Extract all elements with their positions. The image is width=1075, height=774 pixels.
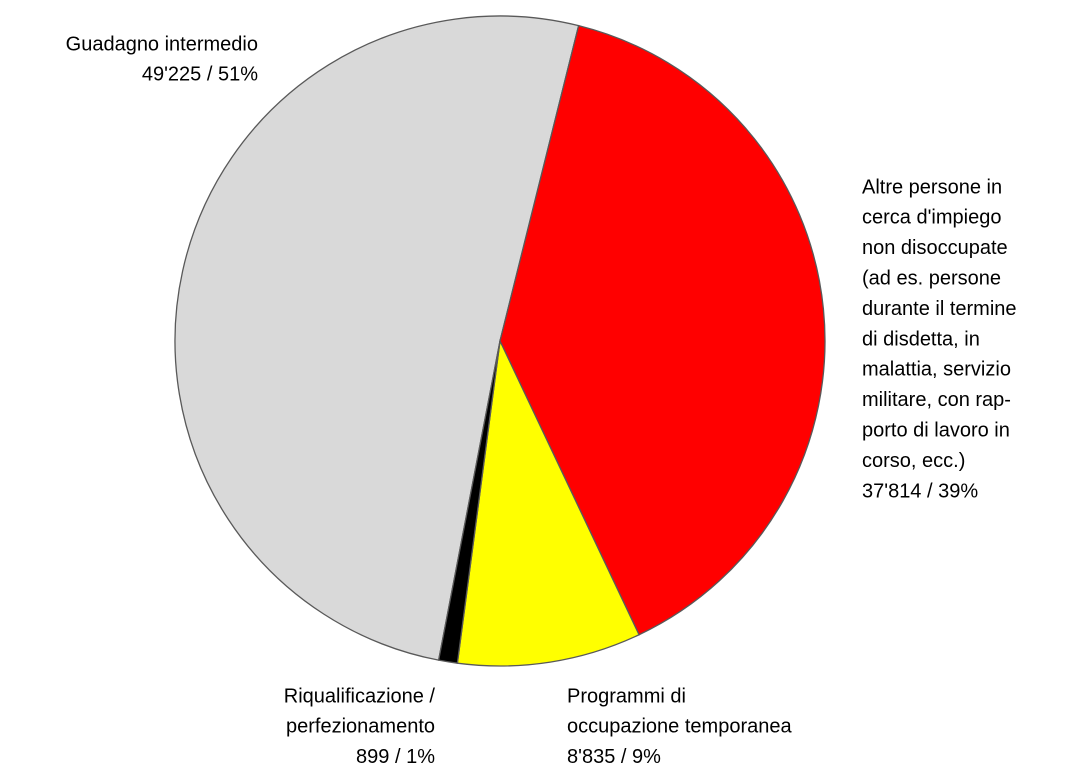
value-label: 37'814 / 39% (862, 480, 978, 502)
slice-label: (ad es. persone (862, 267, 1001, 289)
slice-label: Riqualificazione / (284, 685, 436, 707)
slice-label: Guadagno intermedio (66, 33, 258, 55)
value-label: 8'835 / 9% (567, 746, 661, 768)
slice-label: occupazione temporanea (567, 716, 792, 738)
slice-label: malattia, servizio (862, 359, 1011, 381)
slice-label: durante il termine (862, 298, 1017, 320)
pie-slice (437, 340, 501, 664)
slice-label: cerca d'impiego (862, 207, 1001, 229)
value-label: 899 / 1% (356, 746, 435, 768)
slice-label: militare, con rap- (862, 389, 1011, 411)
pie-slice (456, 338, 640, 667)
slice-label: di disdetta, in (862, 328, 980, 350)
slice-label: Programmi di (567, 685, 686, 707)
slice-label: non disoccupate (862, 237, 1008, 259)
slice-label: Altre persone in (862, 176, 1002, 198)
slice-label: porto di lavoro in (862, 419, 1010, 441)
slice-label: corso, ecc.) (862, 450, 965, 472)
pie-slice (499, 24, 826, 636)
pie-slice (174, 15, 580, 661)
slice-label: perfezionamento (286, 716, 435, 738)
value-label: 49'225 / 51% (142, 64, 258, 86)
